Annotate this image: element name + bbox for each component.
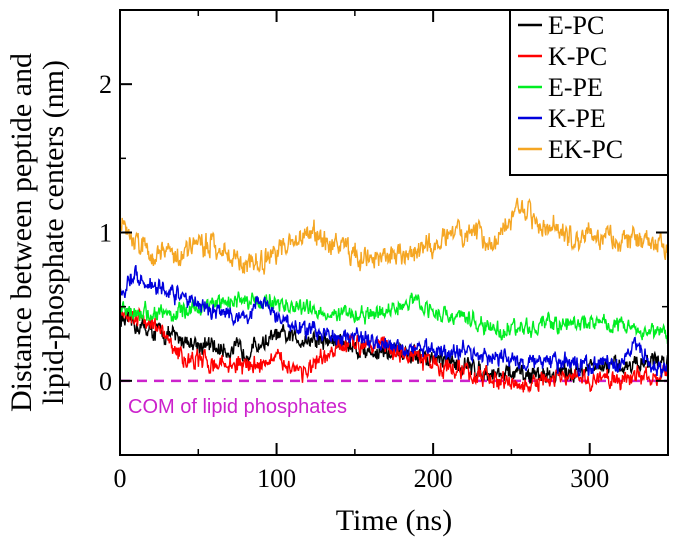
plot-area xyxy=(120,197,668,393)
x-axis-label: Time (ns) xyxy=(336,504,452,537)
legend-label-e-pc: E-PC xyxy=(548,11,604,40)
legend-label-ek-pc: EK-PC xyxy=(548,135,623,164)
y-tick-label: 2 xyxy=(99,70,112,99)
x-tick-label: 200 xyxy=(414,464,453,493)
y-axis-label-line-1: Distance between peptide and xyxy=(5,53,38,412)
legend-label-e-pe: E-PE xyxy=(548,73,603,102)
legend-label-k-pc: K-PC xyxy=(548,42,607,71)
y-tick-label: 1 xyxy=(99,219,112,248)
x-tick-label: 0 xyxy=(114,464,127,493)
series-line-e-pe xyxy=(120,291,668,345)
reference-line-label: COM of lipid phosphates xyxy=(128,396,347,418)
series-line-k-pc xyxy=(120,305,668,393)
y-tick-label: 0 xyxy=(99,367,112,396)
axis-ticks: 0 100 200 300 0 1 2 xyxy=(99,9,668,493)
series-line-ek-pc xyxy=(120,197,668,275)
x-tick-label: 300 xyxy=(570,464,609,493)
x-tick-label: 100 xyxy=(257,464,296,493)
y-axis-label-line-2: lipid-phosphate centers (nm) xyxy=(37,60,70,405)
legend-label-k-pe: K-PE xyxy=(548,104,606,133)
legend-box xyxy=(509,9,669,176)
series-line-k-pe xyxy=(120,264,668,378)
